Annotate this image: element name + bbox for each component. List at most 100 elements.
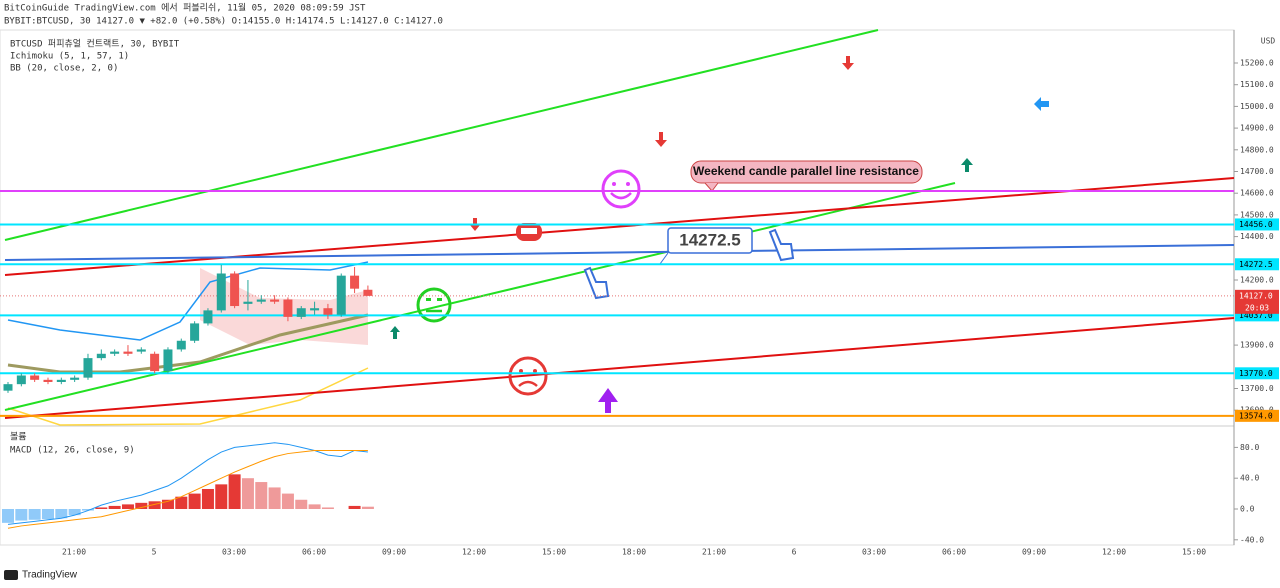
bb-upper [7, 261, 369, 341]
header-line1: BitCoinGuide TradingView.com 에서 퍼블리쉬, 11… [4, 2, 366, 14]
candle-body [363, 289, 373, 296]
time-tick-label: 09:00 [382, 548, 406, 557]
candle-body [310, 308, 320, 311]
emoji-sad [508, 356, 548, 396]
price-tick-label: 15100.0 [1240, 80, 1274, 89]
time-tick-label: 15:00 [1182, 548, 1206, 557]
candle-body [283, 299, 293, 317]
macd-histogram-bar [108, 505, 121, 509]
price-tick-label: 14200.0 [1240, 276, 1274, 285]
macd-histogram-bar [228, 474, 241, 509]
candle-body [150, 353, 160, 372]
legend-item: Ichimoku (5, 1, 57, 1) [10, 52, 129, 62]
macd-histogram-bar [295, 499, 308, 509]
level-label-bg [1235, 367, 1279, 380]
candle-body [3, 384, 13, 391]
price-tick-label: 14500.0 [1240, 210, 1274, 219]
macd-histogram-bar [175, 496, 188, 509]
candle-body [110, 351, 120, 354]
arrow-up [390, 326, 400, 339]
candle-body [83, 358, 93, 378]
price-box-text: 14272.5 [679, 230, 740, 249]
legend-item: BTCUSD 퍼피츄얼 컨트랙트, 30, BYBIT [10, 39, 180, 50]
trend-line [4, 177, 1235, 276]
level-label: 13770.0 [1239, 369, 1273, 378]
candle-body [323, 308, 333, 315]
macd-histogram-bar [241, 478, 254, 509]
macd-tick-label: 0.0 [1240, 505, 1255, 514]
arrow-left [1034, 97, 1049, 111]
time-tick-label: 03:00 [862, 548, 886, 557]
macd-histogram-bar [188, 493, 201, 509]
time-tick-label: 21:00 [702, 548, 726, 557]
logo [4, 570, 18, 580]
trend-line [4, 317, 1235, 419]
candle-body [256, 299, 266, 302]
time-tick-label: 21:00 [62, 548, 86, 557]
macd-tick-label: 40.0 [1240, 474, 1259, 483]
candle-body [336, 275, 346, 315]
macd-histogram-bar [41, 509, 54, 520]
candle-body [123, 351, 133, 354]
emoji-angry [516, 223, 542, 241]
candle-body [30, 375, 40, 380]
time-tick-label: 03:00 [222, 548, 246, 557]
candle-body [43, 379, 53, 382]
level-label: 13574.0 [1239, 411, 1273, 420]
time-tick-label: 18:00 [622, 548, 646, 557]
candle-body [190, 323, 200, 341]
price-box-tail [659, 252, 669, 265]
price-tick-label: 15000.0 [1240, 102, 1274, 111]
bb-lower [7, 367, 369, 426]
macd-histogram-bar [348, 505, 361, 509]
trend-line [4, 29, 879, 241]
price-tick-label: 14800.0 [1240, 145, 1274, 154]
arrow-up [961, 158, 973, 172]
time-tick-label: 6 [792, 548, 797, 557]
header-line2: BYBIT:BTCUSD, 30 14127.0 ▼ +82.0 (+0.58%… [4, 17, 443, 27]
price-tick-label: 13700.0 [1240, 384, 1274, 393]
macd-histogram-bar [81, 509, 94, 511]
callout-text: Weekend candle parallel line resistance [693, 164, 919, 178]
price-tick-label: 13900.0 [1240, 341, 1274, 350]
macd-histogram-bar [68, 509, 81, 516]
macd-line [7, 442, 368, 525]
countdown: 20:03 [1245, 303, 1269, 312]
macd-histogram-bar [215, 484, 228, 509]
level-label-bg [1235, 218, 1279, 231]
macd-histogram-bar [121, 504, 134, 509]
time-tick-label: 06:00 [302, 548, 326, 557]
candle-body [70, 377, 80, 380]
level-label: 14037.0 [1239, 311, 1273, 320]
price-tick-label: 15200.0 [1240, 59, 1274, 68]
price-tick-label: 14900.0 [1240, 124, 1274, 133]
candle-body [56, 379, 66, 382]
footer-brand: TradingView [22, 570, 78, 581]
macd-pane-label: MACD (12, 26, close, 9) [10, 446, 135, 456]
candle-body [216, 273, 226, 311]
candle-body [16, 375, 26, 385]
time-tick-label: 09:00 [1022, 548, 1046, 557]
candle-body [270, 299, 280, 302]
price-tick-label: 14600.0 [1240, 189, 1274, 198]
candle-body [176, 340, 186, 350]
hand-pointer [768, 228, 795, 262]
price-tick-label: 14700.0 [1240, 167, 1274, 176]
macd-tick-label: 80.0 [1240, 443, 1259, 452]
emoji-happy [601, 169, 641, 209]
arrow-down [842, 56, 854, 70]
time-tick-label: 5 [152, 548, 157, 557]
candle-body [230, 273, 240, 307]
price-box [667, 227, 753, 254]
macd-histogram-bar [281, 493, 294, 509]
candle-body [296, 308, 306, 317]
macd-histogram-bar [161, 499, 174, 509]
trend-line [4, 182, 956, 411]
legend-item: BB (20, close, 2, 0) [10, 64, 118, 74]
macd-histogram-bar [148, 501, 161, 509]
macd-tick-label: -40.0 [1240, 535, 1264, 544]
macd-histogram-bar [201, 488, 214, 509]
currency: USD [1261, 37, 1276, 46]
emoji-neutral [416, 287, 452, 323]
